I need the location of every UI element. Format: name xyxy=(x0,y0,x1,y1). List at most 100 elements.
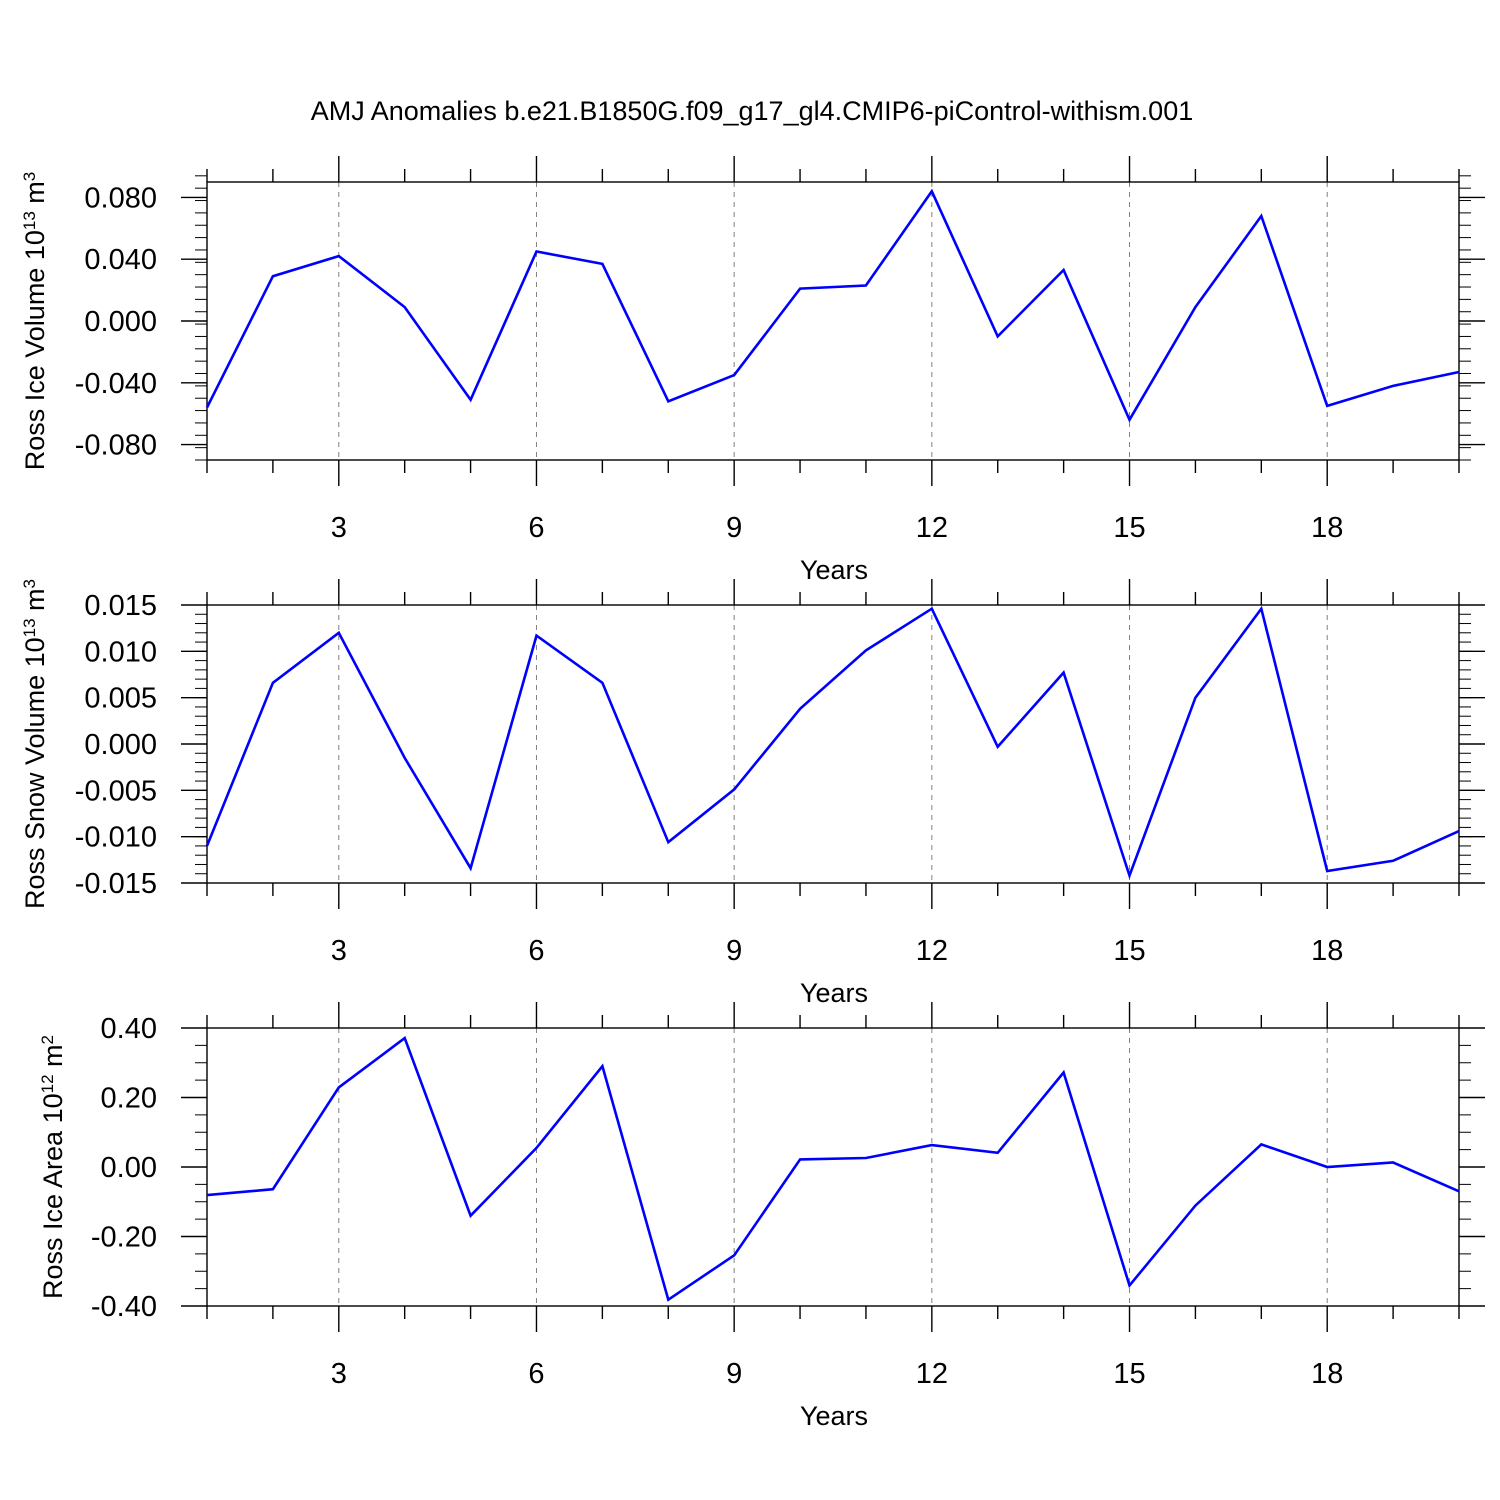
y-tick-label: -0.010 xyxy=(75,822,157,854)
data-point xyxy=(798,1157,802,1161)
data-point xyxy=(930,1143,934,1147)
y-axis-label-text: m xyxy=(20,588,50,618)
x-axis-label: Years xyxy=(800,555,868,585)
data-point xyxy=(205,1193,209,1197)
data-point xyxy=(337,1085,341,1089)
data-point xyxy=(337,631,341,635)
data-point xyxy=(1457,829,1461,833)
data-point xyxy=(732,787,736,791)
data-point xyxy=(732,373,736,377)
data-point xyxy=(1128,874,1132,878)
data-point xyxy=(403,1036,407,1040)
series-line xyxy=(206,1036,1460,1302)
y-axis-label-superscript: 3 xyxy=(20,579,39,588)
x-tick-label: 12 xyxy=(916,935,948,967)
data-point xyxy=(600,681,604,685)
plot-frame xyxy=(206,1027,1460,1307)
series-line xyxy=(205,188,1460,423)
x-tick-label: 15 xyxy=(1113,512,1145,544)
data-point xyxy=(1128,1283,1132,1287)
y-axis-label-superscript: 2 xyxy=(38,1035,57,1044)
y-tick-label: -0.40 xyxy=(91,1291,157,1323)
y-axis-label-superscript: 13 xyxy=(20,618,39,637)
data-point xyxy=(534,634,538,638)
data-point xyxy=(534,1146,538,1150)
data-point xyxy=(732,1253,736,1257)
y-tick-label: 0.00 xyxy=(101,1152,157,1184)
data-point xyxy=(1325,1165,1329,1169)
data-point xyxy=(996,1151,1000,1155)
x-tick-label: 15 xyxy=(1113,1358,1145,1390)
x-tick-label: 18 xyxy=(1311,512,1343,544)
x-tick-label: 3 xyxy=(331,512,347,544)
y-axis-label-text: Ross Ice Area 10 xyxy=(38,1093,68,1299)
x-axis-label: Years xyxy=(800,1401,868,1431)
data-point xyxy=(1259,607,1263,611)
plot-frame xyxy=(206,181,1460,461)
data-point xyxy=(271,1187,275,1191)
x-tick-label: 9 xyxy=(726,1358,742,1390)
y-tick-label: 0.010 xyxy=(84,636,157,668)
y-tick-label: 0.000 xyxy=(84,306,157,338)
panels: 3 6 9 12 15 18 Years -0.080 -0.040 0.000 0.040 0.08… xyxy=(20,156,1485,1431)
data-point xyxy=(1325,404,1329,408)
data-point xyxy=(403,756,407,760)
y-tick-label: -0.080 xyxy=(75,430,157,462)
data-point xyxy=(469,1214,473,1218)
data-point xyxy=(996,334,1000,338)
data-point xyxy=(864,648,868,652)
y-axis-label-superscript: 12 xyxy=(38,1074,57,1093)
y-tick-label: -0.040 xyxy=(75,368,157,400)
y-tick-label: -0.20 xyxy=(91,1222,157,1254)
data-point xyxy=(1128,418,1132,422)
data-point xyxy=(1062,1070,1066,1074)
y-axis-label-text: Ross Snow Volume 10 xyxy=(20,637,50,909)
y-axis-label-text: Ross Ice Volume 10 xyxy=(20,230,50,470)
y-tick-label: 0.000 xyxy=(84,729,157,761)
x-tick-label: 6 xyxy=(528,935,544,967)
x-tick-label: 3 xyxy=(331,1358,347,1390)
data-point xyxy=(1193,1204,1197,1208)
data-point xyxy=(1193,696,1197,700)
data-point xyxy=(996,745,1000,749)
data-point xyxy=(666,840,670,844)
data-point xyxy=(1259,1142,1263,1146)
data-point xyxy=(864,1156,868,1160)
y-axis-label: Ross Ice Volume 1013 m3 xyxy=(20,172,50,471)
data-point xyxy=(1457,1189,1461,1193)
y-tick-label: 0.080 xyxy=(84,182,157,214)
y-tick-label: -0.005 xyxy=(75,775,157,807)
panel-1: 3 6 9 12 15 18 Years -0.080 -0.040 0.000 0.040 0.08… xyxy=(20,156,1485,585)
x-tick-label: 6 xyxy=(528,1358,544,1390)
data-point xyxy=(1325,869,1329,873)
y-tick-label: 0.40 xyxy=(101,1013,157,1045)
x-tick-label: 9 xyxy=(726,935,742,967)
figure-title: AMJ Anomalies b.e21.B1850G.f09_g17_gl4.C… xyxy=(311,96,1193,126)
data-point xyxy=(600,262,604,266)
x-tick-label: 18 xyxy=(1311,1358,1343,1390)
data-point xyxy=(1259,214,1263,218)
data-point xyxy=(666,399,670,403)
y-axis-label-text: m xyxy=(38,1044,68,1074)
y-tick-label: 0.040 xyxy=(84,244,157,276)
x-tick-label: 15 xyxy=(1113,935,1145,967)
panel-2: 3 6 9 12 15 18 Years -0.015 -0.010 -0.005 0.000 0.0… xyxy=(20,579,1485,1008)
y-tick-label: 0.015 xyxy=(84,590,157,622)
x-tick-label: 3 xyxy=(331,935,347,967)
data-point xyxy=(798,707,802,711)
data-point xyxy=(798,287,802,291)
x-tick-label: 6 xyxy=(528,512,544,544)
data-point xyxy=(1062,268,1066,272)
data-point xyxy=(271,274,275,278)
x-tick-label: 12 xyxy=(916,1358,948,1390)
data-point xyxy=(930,607,934,611)
data-point xyxy=(1062,671,1066,675)
data-point xyxy=(205,844,209,848)
y-axis-label-text: m xyxy=(20,181,50,211)
data-point xyxy=(1391,1160,1395,1164)
data-point xyxy=(930,189,934,193)
data-point xyxy=(1457,370,1461,374)
y-axis-label-superscript: 3 xyxy=(20,172,39,181)
data-point xyxy=(205,405,209,409)
